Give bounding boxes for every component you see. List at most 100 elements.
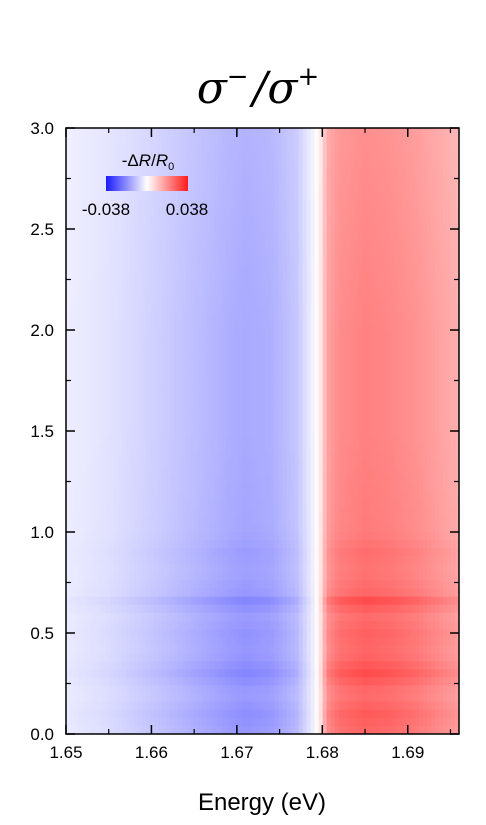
heatmap-cell <box>338 208 344 218</box>
heatmap-cell <box>158 297 163 307</box>
heatmap-cell <box>66 160 71 169</box>
heatmap-cell <box>94 378 99 388</box>
heatmap-cell <box>174 523 179 533</box>
heatmap-cell <box>114 402 119 412</box>
heatmap-cell <box>374 451 380 460</box>
heatmap-cell <box>274 507 280 517</box>
heatmap-cell <box>370 443 376 452</box>
heatmap-cell <box>258 483 264 493</box>
heatmap-cell <box>298 410 304 420</box>
heatmap-cell <box>138 346 143 355</box>
heatmap-cell <box>270 330 276 339</box>
heatmap-cell <box>134 475 139 485</box>
heatmap-cell <box>314 499 320 509</box>
heatmap-cell <box>302 378 308 388</box>
heatmap-cell <box>222 378 228 388</box>
heatmap-cell <box>130 249 135 258</box>
heatmap-cell <box>366 451 372 460</box>
heatmap-cell <box>234 330 240 339</box>
heatmap-cell <box>342 354 348 363</box>
heatmap-cell <box>282 459 288 468</box>
heatmap-cell <box>190 152 195 161</box>
heatmap-cell <box>150 224 155 234</box>
heatmap-cell <box>258 499 264 509</box>
heatmap-cell <box>362 168 368 178</box>
heatmap-cell <box>142 354 147 363</box>
heatmap-cell <box>406 386 412 396</box>
heatmap-cell <box>454 418 459 428</box>
heatmap-cell <box>270 168 276 178</box>
heatmap-cell <box>246 426 252 436</box>
heatmap-cell <box>382 386 388 396</box>
heatmap-cell <box>426 532 432 541</box>
heatmap-cell <box>90 249 95 258</box>
heatmap-cell <box>322 128 328 137</box>
heatmap-cell <box>66 475 71 485</box>
heatmap-cell <box>242 467 248 477</box>
heatmap-cell <box>390 184 396 194</box>
heatmap-cell <box>382 265 388 275</box>
heatmap-cell <box>454 386 459 396</box>
heatmap-cell <box>394 265 400 275</box>
heatmap-cell <box>386 321 392 331</box>
heatmap-cell <box>306 265 312 275</box>
heatmap-cell <box>262 346 268 355</box>
heatmap-cell <box>282 515 288 525</box>
heatmap-cell <box>186 184 191 194</box>
heatmap-cell <box>242 200 248 210</box>
heatmap-cell <box>438 491 444 501</box>
heatmap-cell <box>290 289 296 299</box>
heatmap-cell <box>302 338 308 347</box>
heatmap-cell <box>322 378 328 388</box>
heatmap-cell <box>190 241 195 250</box>
heatmap-cell <box>154 354 159 363</box>
heatmap-cell <box>378 370 384 380</box>
heatmap-cell <box>90 208 95 218</box>
heatmap-cell <box>98 160 103 169</box>
heatmap-cell <box>66 152 71 161</box>
heatmap-cell <box>306 136 312 145</box>
heatmap-cell <box>422 297 428 307</box>
heatmap-cell <box>198 128 203 137</box>
heatmap-cell <box>350 370 356 380</box>
heatmap-cell <box>138 152 143 161</box>
heatmap-cell <box>286 426 292 436</box>
heatmap-cell <box>258 330 264 339</box>
heatmap-cell <box>90 378 95 388</box>
heatmap-cell <box>206 459 211 468</box>
heatmap-cell <box>314 370 320 380</box>
heatmap-cell <box>366 241 372 250</box>
heatmap-cell <box>266 483 272 493</box>
heatmap-cell <box>126 378 131 388</box>
heatmap-cell <box>166 273 171 283</box>
heatmap-cell <box>270 370 276 380</box>
heatmap-cell <box>382 128 388 137</box>
heatmap-cell <box>386 216 392 226</box>
heatmap-cell <box>134 378 139 388</box>
heatmap-cell <box>310 354 316 363</box>
heatmap-cell <box>394 483 400 493</box>
heatmap-cell <box>106 354 111 363</box>
heatmap-cell <box>162 523 167 533</box>
heatmap-cell <box>110 475 115 485</box>
heatmap-cell <box>358 483 364 493</box>
heatmap-cell <box>250 338 256 347</box>
heatmap-cell <box>422 289 428 299</box>
heatmap-cell <box>66 281 71 291</box>
heatmap-cell <box>442 265 448 275</box>
heatmap-cell <box>438 216 444 226</box>
heatmap-cell <box>434 362 440 371</box>
heatmap-cell <box>414 176 420 186</box>
heatmap-cell <box>386 305 392 315</box>
heatmap-cell <box>138 532 143 541</box>
heatmap-cell <box>290 241 296 250</box>
heatmap-cell <box>194 184 199 194</box>
heatmap-cell <box>146 451 151 460</box>
heatmap-cell <box>426 394 432 404</box>
heatmap-cell <box>118 200 123 210</box>
heatmap-cell <box>146 136 151 145</box>
heatmap-cell <box>314 515 320 525</box>
heatmap-cell <box>242 386 248 396</box>
heatmap-cell <box>378 523 384 533</box>
heatmap-cell <box>234 136 240 145</box>
